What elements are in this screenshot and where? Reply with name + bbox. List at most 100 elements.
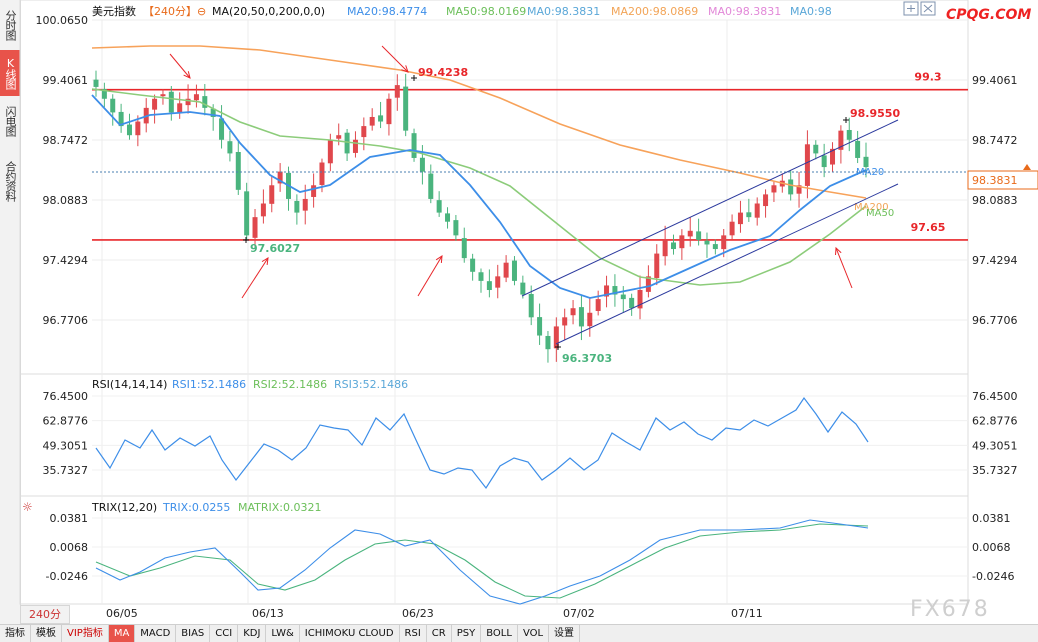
legend-ma0-b: MA0:98.3831 <box>708 5 781 18</box>
candle-body <box>352 139 358 153</box>
toolbar-button[interactable]: CR <box>427 625 452 642</box>
toolbar-button[interactable]: MACD <box>135 625 177 642</box>
current-price-marker-icon <box>1023 164 1031 170</box>
candle-body <box>553 326 559 349</box>
period-label: 【240分】 <box>143 5 197 18</box>
candle-body <box>746 212 752 218</box>
toolbar-button[interactable]: PSY <box>452 625 482 642</box>
candle-body <box>177 103 183 113</box>
toolbar-button[interactable]: MA <box>108 625 136 642</box>
rsi2-value: RSI2:52.1486 <box>253 378 327 391</box>
candle-body <box>428 173 434 199</box>
candle-body <box>252 217 258 238</box>
candle-body <box>202 96 208 108</box>
arrow-head <box>835 246 842 256</box>
toolbar-button[interactable]: LW& <box>266 625 300 642</box>
rsi-tick-label: 35.7327 <box>43 464 89 477</box>
current-price-label: 98.3831 <box>972 174 1018 187</box>
toolbar-button[interactable]: 模板 <box>31 625 62 642</box>
candle-body <box>687 230 693 237</box>
candle-body <box>118 111 124 127</box>
trix-line <box>95 519 869 605</box>
ma-spec: MA(20,50,0,200,0,0) <box>212 5 325 18</box>
current-price-box <box>967 170 1038 190</box>
toolbar-button[interactable]: ICHIMOKU CLOUD <box>300 625 400 642</box>
chart-canvas[interactable]: 美元指数 【240分】 ⊖ MA(20,50,0,200,0,0) MA20:9… <box>0 0 1038 624</box>
left-price-axis: 100.0650 99.4061 98.7472 98.0883 97.4294 96.7… <box>36 14 89 327</box>
candle-body <box>587 312 593 327</box>
date-tick-label: 07/02 <box>563 607 595 620</box>
candle-body <box>160 94 166 97</box>
trix-settings-icon[interactable]: ☼ <box>22 500 33 514</box>
candle-body <box>863 156 869 168</box>
arrow-icon <box>169 53 191 79</box>
toolbar-button[interactable]: 设置 <box>549 625 581 642</box>
candle-body <box>327 139 333 164</box>
toolbar-button[interactable]: BIAS <box>176 625 211 642</box>
candle-body <box>411 133 417 158</box>
candle-body <box>436 200 442 213</box>
annotations: 99.4238 97.6027 96.3703 98.9550 <box>243 66 900 365</box>
arrow-icon <box>381 45 409 73</box>
candle-body <box>277 171 283 184</box>
candle-body <box>855 140 861 158</box>
candle-body <box>528 294 534 318</box>
trix-tick-label-right: 0.0068 <box>972 541 1011 554</box>
candle-body <box>486 281 492 291</box>
collapse-icon[interactable] <box>920 1 936 16</box>
sidebar-item-kline[interactable]: K线图 <box>0 50 20 96</box>
price-tick-label-right: 98.7472 <box>972 134 1018 147</box>
toolbar-button[interactable]: CCI <box>210 625 239 642</box>
watermark-top: CPQG.COM <box>946 7 1031 23</box>
candle-body <box>244 191 250 236</box>
expand-icon[interactable] <box>903 1 919 16</box>
right-price-axis: 99.4061 98.7472 98.0883 97.4294 96.7706 <box>972 74 1018 327</box>
toolbar-button[interactable]: BOLL <box>481 625 518 642</box>
support-resistance-lines: 99.3 97.65 <box>92 71 968 241</box>
candle-body <box>788 179 794 195</box>
candle-body <box>419 157 425 172</box>
trend-channel <box>521 119 899 345</box>
trix-tick-label: -0.0246 <box>46 570 88 583</box>
candle-body <box>620 294 626 300</box>
candle-body <box>126 124 132 136</box>
candle-body <box>302 198 308 211</box>
candle-body <box>511 260 517 281</box>
toolbar-button[interactable]: VIP指标 <box>62 625 109 642</box>
sidebar-item-timeshare[interactable]: 分时图 <box>4 10 17 40</box>
grid <box>92 19 968 604</box>
candle-body <box>311 185 317 197</box>
candle-body <box>336 135 342 139</box>
toolbar-button[interactable]: VOL <box>518 625 550 642</box>
period-selector[interactable]: 240分 <box>20 605 70 624</box>
instrument-name: 美元指数 <box>92 4 136 18</box>
candle-body <box>612 286 618 295</box>
candle-body <box>168 91 174 113</box>
candle-body <box>645 276 651 292</box>
price-tick-label-right: 97.4294 <box>972 254 1018 267</box>
ma50-line <box>91 88 867 286</box>
candle-body <box>763 194 769 207</box>
candle-body <box>821 155 827 168</box>
sidebar-item-lightning[interactable]: 闪电图 <box>4 106 17 136</box>
price-tick-label-right: 99.4061 <box>972 74 1018 87</box>
candle-body <box>445 213 451 222</box>
watermark-bottom: FX678 <box>910 597 990 622</box>
settings-icon[interactable]: ⊖ <box>197 5 206 18</box>
candle-body <box>110 98 116 113</box>
toolbar-button[interactable]: RSI <box>400 625 427 642</box>
candle-body <box>629 297 635 309</box>
price-tick-label: 98.7472 <box>43 134 89 147</box>
candle-body <box>193 94 199 101</box>
price-tick-label: 98.0883 <box>43 194 89 207</box>
candle-body <box>520 282 526 295</box>
toolbar-button[interactable]: KDJ <box>238 625 267 642</box>
legend-ma50: MA50:98.0169 <box>446 5 526 18</box>
sidebar-item-contract-info[interactable]: 合约资料 <box>4 161 17 201</box>
rsi-tick-label-right: 62.8776 <box>972 415 1018 428</box>
level-label: 99.3 <box>914 71 941 84</box>
rsi-tick-label: 49.3051 <box>43 439 89 452</box>
toolbar-button[interactable]: 指标 <box>0 625 31 642</box>
candle-body <box>394 85 400 98</box>
candle-body <box>227 141 233 154</box>
